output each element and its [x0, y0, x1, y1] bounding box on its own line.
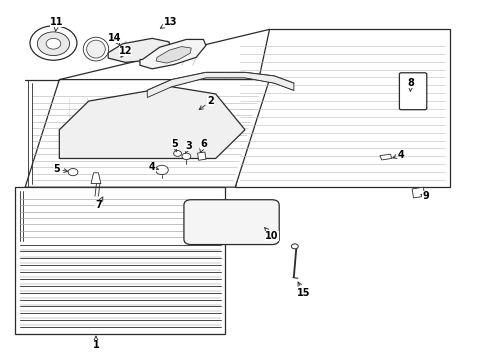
FancyBboxPatch shape: [399, 73, 427, 110]
Polygon shape: [140, 40, 206, 69]
Circle shape: [292, 244, 298, 249]
Text: 2: 2: [199, 96, 214, 110]
Text: 4: 4: [149, 162, 158, 172]
Polygon shape: [59, 87, 245, 158]
Ellipse shape: [87, 40, 105, 58]
Polygon shape: [15, 187, 225, 334]
Polygon shape: [197, 152, 206, 160]
Text: 5: 5: [171, 139, 177, 152]
Text: 12: 12: [119, 46, 132, 57]
Polygon shape: [412, 187, 425, 198]
Polygon shape: [147, 72, 294, 98]
Ellipse shape: [83, 37, 109, 61]
Circle shape: [156, 165, 168, 175]
Polygon shape: [91, 173, 101, 184]
Text: 1: 1: [93, 336, 99, 350]
Circle shape: [182, 153, 191, 159]
Polygon shape: [25, 80, 270, 187]
Text: 15: 15: [297, 282, 310, 298]
Circle shape: [30, 26, 77, 60]
Text: 10: 10: [265, 228, 279, 240]
Polygon shape: [380, 154, 392, 160]
Polygon shape: [156, 46, 191, 63]
Text: 3: 3: [185, 141, 192, 153]
Polygon shape: [235, 30, 450, 187]
Text: 8: 8: [408, 78, 415, 91]
Circle shape: [37, 32, 70, 55]
Text: 4: 4: [392, 150, 405, 160]
Text: 13: 13: [160, 17, 177, 28]
FancyBboxPatch shape: [184, 200, 279, 244]
Text: 6: 6: [200, 139, 207, 153]
Text: 7: 7: [95, 197, 103, 210]
Text: 14: 14: [108, 33, 122, 45]
Text: 9: 9: [421, 191, 429, 201]
Circle shape: [46, 39, 61, 49]
Text: 5: 5: [53, 164, 68, 174]
Circle shape: [173, 150, 181, 156]
Polygon shape: [108, 39, 169, 62]
Circle shape: [68, 168, 78, 176]
Text: 11: 11: [50, 17, 64, 31]
